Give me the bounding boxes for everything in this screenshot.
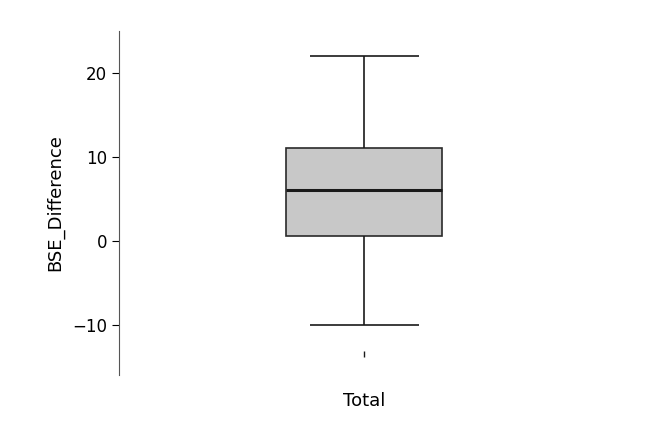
Y-axis label: BSE_Difference: BSE_Difference — [46, 135, 64, 271]
FancyBboxPatch shape — [286, 148, 442, 236]
